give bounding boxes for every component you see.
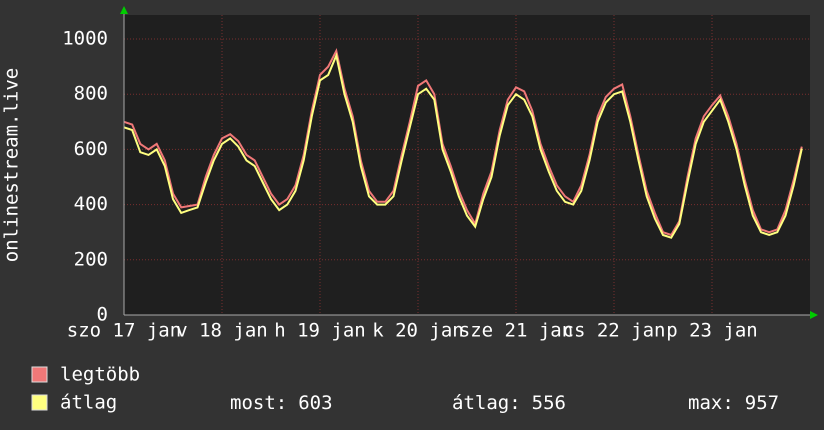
legend-swatch <box>31 366 48 383</box>
x-tick-label: v 18 jan <box>176 320 268 342</box>
y-axis-label: onlinestream.live <box>1 68 23 262</box>
y-tick-label: 1000 <box>62 28 108 50</box>
x-tick-label: sze 21 jan <box>459 320 573 342</box>
plot-area <box>124 15 810 315</box>
y-tick-label: 600 <box>74 138 108 160</box>
x-tick-label: p 23 jan <box>666 320 758 342</box>
stat: max: 957 <box>688 392 779 414</box>
stat-value: 957 <box>745 392 779 414</box>
stat: most: 603 <box>230 392 333 414</box>
series-line <box>123 47 803 237</box>
x-tick-label: k 20 jan <box>372 320 464 342</box>
x-tick-label: cs 22 jan <box>563 320 666 342</box>
x-tick-label: h 19 jan <box>274 320 366 342</box>
x-tick-label: szo 17 jan <box>67 320 181 342</box>
x-arrow <box>810 311 818 319</box>
stat-label: átlag: <box>452 392 521 414</box>
y-tick-label: 200 <box>74 248 108 270</box>
stat-label: most: <box>230 392 287 414</box>
stat-value: 603 <box>298 392 332 414</box>
legend: legtöbb átlag most: 603 átlag: 556 max: 957 <box>31 364 779 414</box>
series-line <box>123 52 803 239</box>
stat: átlag: 556 <box>452 392 566 414</box>
legend-label: legtöbb <box>60 364 140 386</box>
stat-value: 556 <box>532 392 566 414</box>
legend-label: átlag <box>60 392 117 414</box>
y-tick-label: 400 <box>74 193 108 215</box>
plot <box>123 47 803 239</box>
y-tick-label: 0 <box>97 304 108 326</box>
stat-label: max: <box>688 392 734 414</box>
y-arrow <box>120 6 128 14</box>
y-tick-label: 800 <box>74 83 108 105</box>
legend-swatch <box>31 394 48 411</box>
